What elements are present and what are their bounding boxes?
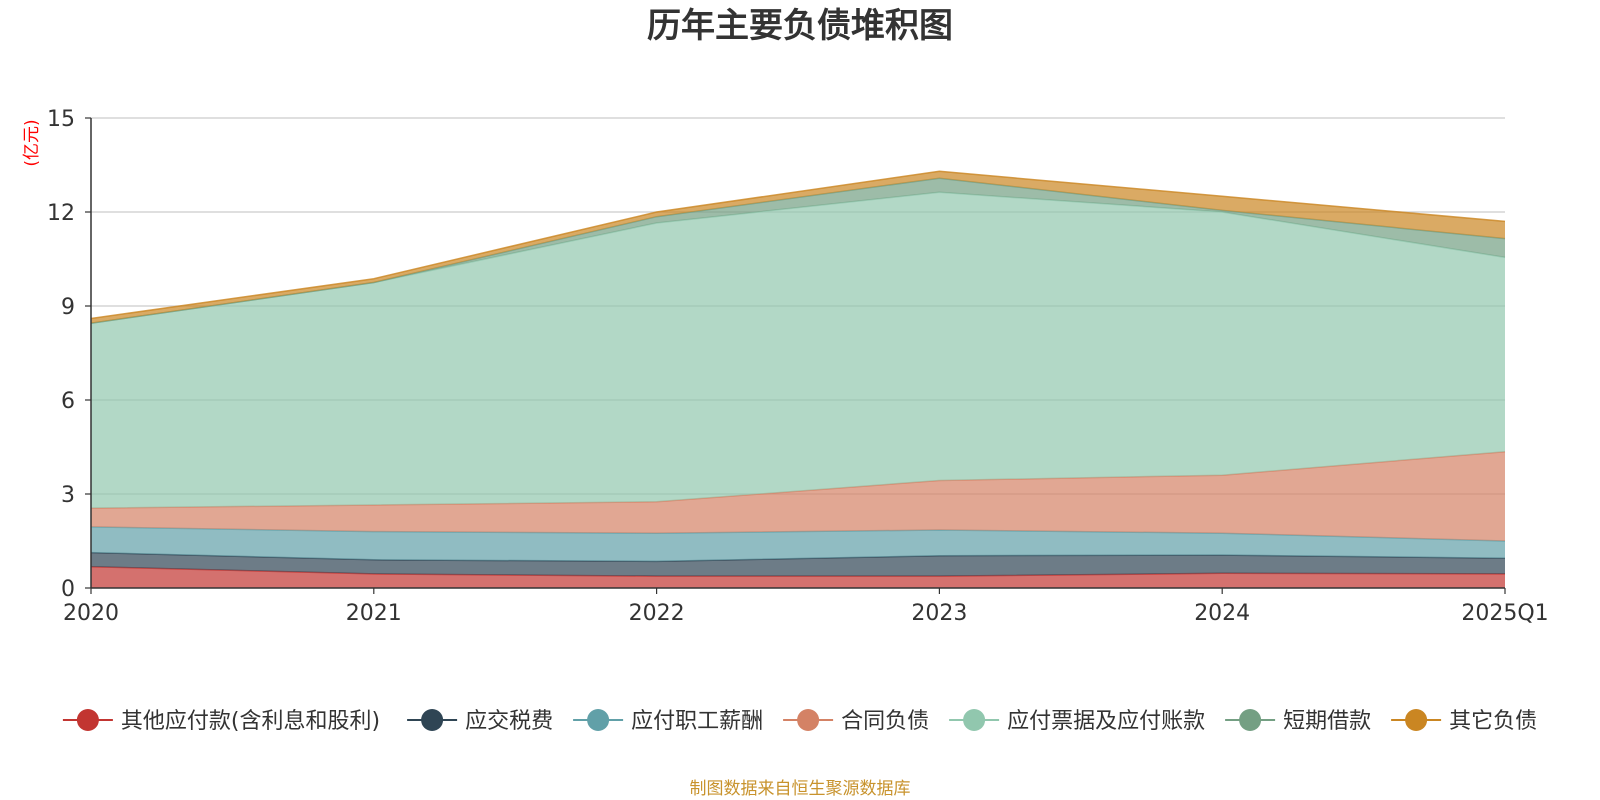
- y-tick-label: 0: [61, 577, 75, 602]
- y-tick-label: 15: [47, 107, 75, 132]
- x-tick-label: 2022: [629, 601, 685, 626]
- x-tick-label: 2023: [911, 601, 967, 626]
- legend-dot-icon: [421, 709, 444, 731]
- area-series-2: [91, 526, 1505, 562]
- legend: 其他应付款(含利息和股利) 应交税费 应付职工薪酬 合同负债 应付票据及应付账款 短期借款…: [62, 709, 1537, 734]
- legend-item[interactable]: 应交税费: [407, 709, 553, 734]
- legend-label: 其它负债: [1449, 709, 1537, 734]
- y-tick-label: 3: [61, 483, 75, 508]
- legend-item[interactable]: 合同负债: [783, 709, 929, 734]
- area-series-line-6: [90, 170, 1506, 320]
- legend-label: 其他应付款(含利息和股利): [121, 709, 380, 734]
- area-series-3: [91, 451, 1505, 541]
- legend-item[interactable]: 应付职工薪酬: [573, 709, 763, 734]
- legend-item[interactable]: 短期借款: [1225, 709, 1371, 734]
- legend-item[interactable]: 应付票据及应付账款: [949, 709, 1205, 734]
- area-series-4: [91, 192, 1505, 509]
- x-tick-label: 2021: [346, 601, 402, 626]
- legend-item[interactable]: 其他应付款(含利息和股利): [62, 709, 380, 734]
- y-tick-label: 9: [61, 295, 75, 320]
- y-tick-label: 12: [47, 201, 75, 226]
- legend-dot-icon: [587, 709, 610, 731]
- legend-label: 应付票据及应付账款: [1007, 709, 1205, 734]
- y-tick-label: 6: [61, 389, 75, 414]
- source-note: 制图数据来自恒生聚源数据库: [689, 779, 911, 799]
- legend-dot-icon: [76, 709, 99, 731]
- legend-label: 应付职工薪酬: [631, 709, 763, 734]
- legend-items: 其他应付款(含利息和股利) 应交税费 应付职工薪酬 合同负债 应付票据及应付账款 短期借款…: [62, 709, 1537, 734]
- legend-label: 应交税费: [465, 709, 553, 734]
- legend-label: 短期借款: [1283, 709, 1371, 734]
- area-series-0: [91, 566, 1505, 588]
- area-series-5: [91, 178, 1505, 324]
- area-series-1: [91, 552, 1505, 577]
- legend-dot-icon: [963, 709, 986, 731]
- legend-dot-icon: [1405, 709, 1428, 731]
- legend-item[interactable]: 其它负债: [1391, 709, 1537, 734]
- legend-dot-icon: [797, 709, 820, 731]
- axes: 0 3 6 9 12 15 2020 2021 2022 2023 2024 2025Q1 (亿元): [22, 107, 1549, 626]
- chart-title: 历年主要负债堆积图: [647, 6, 953, 46]
- x-tick-label: 2020: [63, 601, 119, 626]
- legend-label: 合同负债: [841, 709, 929, 734]
- y-unit-label: (亿元): [22, 119, 42, 166]
- x-tick-label: 2024: [1194, 601, 1250, 626]
- legend-dot-icon: [1239, 709, 1262, 731]
- stacked-areas: [90, 170, 1506, 588]
- x-tick-label: 2025Q1: [1461, 601, 1548, 626]
